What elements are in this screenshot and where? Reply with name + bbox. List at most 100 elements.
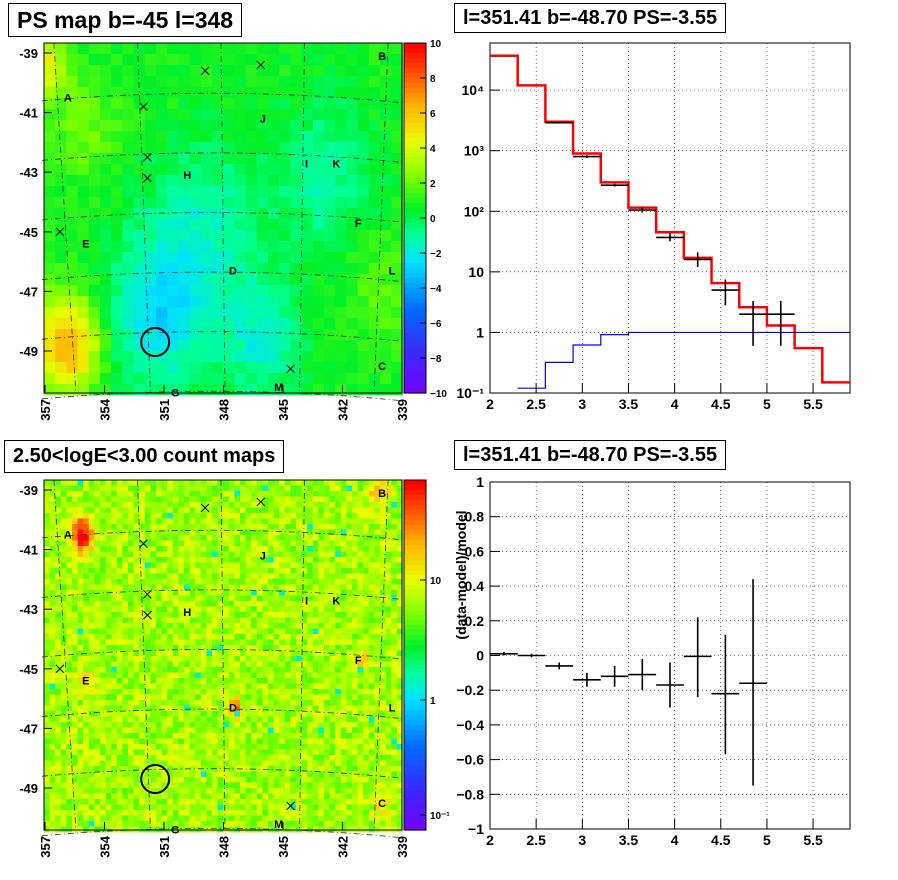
map0-cbar-label-7: −4 (430, 284, 442, 295)
spectrum-ytick-label-0: 10⁻¹ (456, 385, 484, 401)
map0-source-B: B (378, 51, 386, 63)
map0-cbar-label-6: −2 (430, 249, 442, 260)
residual-xtick-label-2: 3 (578, 832, 586, 848)
map0-pixels (44, 43, 403, 395)
map0-source-L: L (389, 266, 396, 278)
spectrum-ytick-label-4: 10³ (464, 143, 485, 159)
map0-cbar-label-9: −8 (430, 354, 442, 365)
spectrum-xtick-label-1: 2.5 (526, 396, 546, 412)
map2-source-C: C (378, 798, 386, 810)
map0-cbar-label-2: 6 (430, 109, 436, 120)
map0-xtick-label-3: 348 (217, 399, 232, 421)
spectrum-data-point-0 (545, 122, 573, 124)
spectrum-ytick-label-5: 10⁴ (462, 82, 485, 98)
map0-cbar-label-3: 4 (430, 144, 436, 155)
map0-ytick-label-2: -43 (19, 165, 38, 180)
residual-ytick-label-8: −0.6 (456, 752, 484, 768)
map2-xtick-label-1: 354 (98, 835, 113, 857)
map0-ytick-label-5: -49 (19, 344, 38, 359)
map2-source-M: M (274, 819, 283, 831)
map2-source-B: B (378, 488, 386, 500)
map0-source-E: E (82, 239, 89, 251)
map0-source-G: G (171, 388, 180, 400)
spectrum-xtick-label-4: 4 (671, 396, 679, 412)
map0-xtick-label-5: 342 (336, 399, 351, 421)
residual-xtick-label-3: 3.5 (619, 832, 639, 848)
map2-ytick-label-5: -49 (19, 781, 38, 796)
map2-ytick-label-1: -41 (19, 543, 38, 558)
residual-xtick-label-6: 5 (763, 832, 771, 848)
spectrum-xtick-label-2: 3 (578, 396, 586, 412)
residual-data-point-4 (601, 666, 629, 687)
map0-cbar-label-8: −6 (430, 319, 442, 330)
spectrum-data-point-8 (767, 301, 795, 346)
map0-cbar-label-10: −10 (430, 389, 447, 400)
map0-source-H: H (183, 170, 191, 182)
map2-xtick-label-0: 357 (38, 836, 53, 858)
residual-data-point-6 (656, 662, 684, 707)
map0-xtick-label-6: 339 (395, 399, 410, 421)
map2-source-I: I (305, 595, 308, 607)
spectrum-series-0 (490, 56, 850, 383)
spectrum-xtick-label-0: 2 (486, 396, 494, 412)
spectrum-ytick-label-3: 10² (464, 203, 485, 219)
map2-source-H: H (183, 607, 191, 619)
spectrum-xtick-label-6: 5 (763, 396, 771, 412)
map2-source-G: G (171, 825, 180, 837)
residual-xtick-label-0: 2 (486, 832, 494, 848)
spectrum-xtick-label-7: 5.5 (803, 396, 823, 412)
map2-source-K: K (332, 595, 340, 607)
spectrum-data-point-5 (684, 252, 712, 267)
map2-xtick-label-6: 339 (395, 836, 410, 858)
spectrum-frame (490, 43, 850, 393)
map2-source-L: L (389, 703, 396, 715)
residual-ytick-label-6: −0.2 (456, 682, 484, 698)
panel1-title: PS map b=-45 l=348 (8, 3, 242, 37)
map2-source-A: A (64, 530, 72, 542)
map2-cbar-label-0: 10 (430, 576, 442, 587)
residual-xtick-label-5: 4.5 (711, 832, 731, 848)
map2-ytick-label-2: -43 (19, 602, 38, 617)
residual-xtick-label-1: 2.5 (526, 832, 546, 848)
map0-source-J: J (260, 114, 266, 126)
map2-colorbar (404, 480, 426, 831)
residual-data-point-1 (518, 654, 546, 657)
map0-cbar-label-1: 8 (430, 74, 436, 85)
panel4-title: l=351.41 b=-48.70 PS=-3.55 (454, 440, 726, 470)
map2-ytick-label-3: -45 (19, 662, 38, 677)
spectrum-series-1 (518, 332, 850, 388)
map0-source-M: M (274, 382, 283, 394)
residual-ytick-label-10: −1 (468, 821, 484, 837)
residual-ytick-label-0: 1 (476, 474, 484, 490)
map0-source-A: A (64, 93, 72, 105)
map0-xtick-label-1: 354 (98, 398, 113, 420)
residual-ytick-label-5: 0 (476, 648, 484, 664)
map2-source-J: J (260, 551, 266, 563)
map2-xtick-label-4: 345 (276, 836, 291, 858)
spectrum-data-point-4 (656, 233, 684, 241)
map2-source-F: F (355, 655, 362, 667)
spectrum-data-point-1 (573, 155, 601, 158)
map0-ytick-label-0: -39 (19, 46, 38, 61)
panel3-title: 2.50<logE<3.00 count maps (4, 440, 284, 473)
residual-ylabel: (data-model)/model (453, 510, 469, 639)
residual-data-point-2 (545, 662, 573, 669)
map2-ytick-label-4: -47 (19, 721, 38, 736)
spectrum-ytick-label-1: 1 (476, 324, 484, 340)
map0-cbar-label-0: 10 (430, 39, 442, 50)
map0-ytick-label-1: -41 (19, 106, 38, 121)
residual-data-point-7 (684, 617, 712, 697)
residual-ytick-label-7: −0.4 (456, 717, 484, 733)
map0-xtick-label-4: 345 (276, 399, 291, 421)
map2-xtick-label-2: 351 (157, 836, 172, 858)
residual-xtick-label-4: 4 (671, 832, 679, 848)
residual-data-point-0 (490, 652, 518, 655)
map2-source-E: E (82, 676, 89, 688)
residual-ytick-label-9: −0.8 (456, 786, 484, 802)
map0-ytick-label-4: -47 (19, 284, 38, 299)
map0-source-D: D (229, 266, 237, 278)
residual-data-point-5 (628, 659, 656, 690)
residual-xtick-label-7: 5.5 (803, 832, 823, 848)
